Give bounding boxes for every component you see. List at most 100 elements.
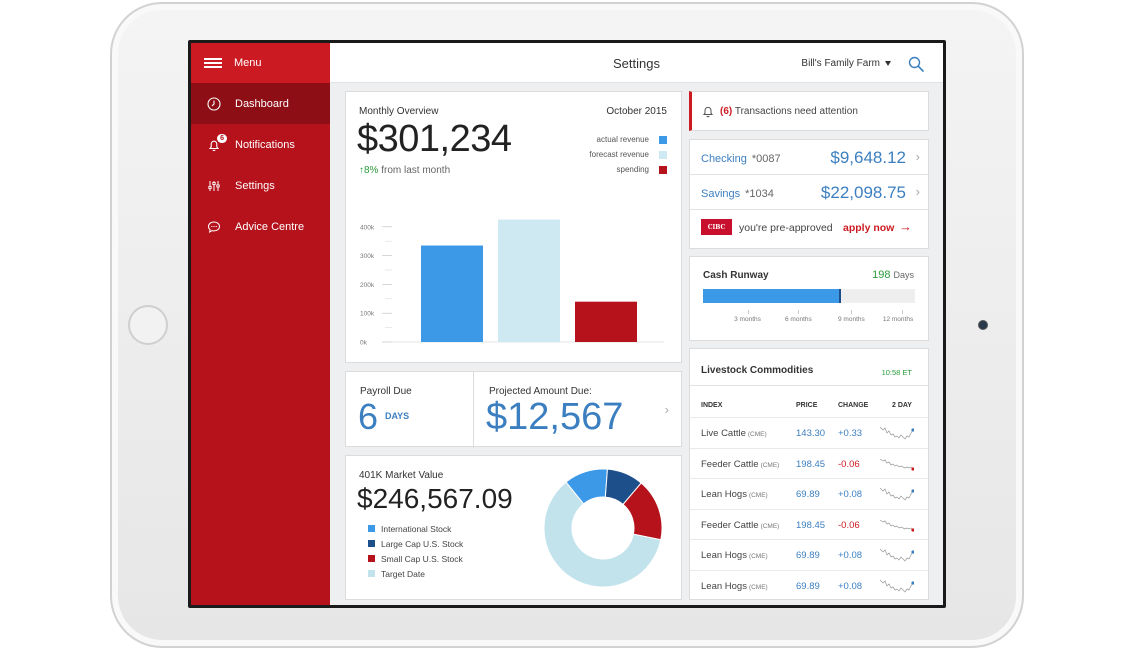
commodity-name: Lean Hogs (CME) — [701, 550, 768, 561]
livestock-title: Livestock Commodities — [701, 365, 814, 376]
sparkline — [880, 579, 914, 593]
retirement-card[interactable]: 401K Market Value $246,567.09 Internatio… — [345, 455, 682, 600]
cash-runway-card[interactable]: Cash Runway 198 Days 3 months 6 months 9 … — [689, 256, 929, 341]
alert-message: (6) Transactions need attention — [720, 106, 858, 117]
transactions-alert[interactable]: (6) Transactions need attention — [689, 91, 929, 131]
projected-label: Projected Amount Due: — [489, 386, 592, 397]
table-row[interactable]: Lean Hogs (CME) 69.89 +0.08 — [690, 478, 928, 508]
legend-item: forecast revenue — [589, 147, 667, 162]
monthly-overview-amount: $301,234 — [357, 118, 512, 160]
runway-tick-label: 6 months — [785, 316, 812, 323]
sidebar-item-notifications[interactable]: 6 Notifications — [191, 124, 330, 165]
caret-down-icon — [885, 61, 891, 66]
legend-item: Target Date — [368, 566, 463, 581]
apply-now-link[interactable]: apply now — [843, 222, 895, 234]
table-row[interactable]: Lean Hogs (CME) 69.89 +0.08 — [690, 569, 928, 600]
y-tick-label: 0k — [360, 340, 368, 347]
sidebar-item-dashboard[interactable]: Dashboard — [191, 83, 330, 124]
retirement-title: 401K Market Value — [359, 470, 444, 481]
arrow-right-icon: → — [899, 219, 912, 234]
sparkline-end-point — [911, 527, 914, 532]
account-selector[interactable]: Bill's Family Farm — [801, 58, 891, 69]
y-tick-label: 300k — [360, 253, 375, 260]
legend-swatch — [659, 165, 667, 174]
y-tick-label: 200k — [360, 282, 375, 289]
commodity-change: -0.06 — [838, 519, 860, 531]
commodity-name: Lean Hogs (CME) — [701, 489, 768, 500]
runway-unit: Days — [893, 270, 914, 280]
account-selector-label: Bill's Family Farm — [801, 58, 880, 69]
sparkline — [880, 458, 914, 471]
menu-label: Menu — [234, 57, 262, 69]
account-row-checking[interactable]: Checking *0087 $9,648.12 › — [690, 140, 928, 175]
legend-swatch — [368, 555, 375, 562]
bell-icon: 6 — [207, 133, 227, 152]
cash-runway-value: 198 Days — [872, 269, 914, 281]
commodity-price: 143.30 — [796, 428, 826, 439]
legend-swatch — [368, 525, 375, 532]
clock-icon — [207, 96, 221, 111]
camera-icon — [978, 320, 988, 330]
commodity-price: 69.89 — [796, 580, 820, 592]
search-icon[interactable] — [908, 56, 924, 72]
sidebar-item-label: Notifications — [235, 138, 295, 151]
alert-count: (6) — [720, 106, 733, 117]
account-row-savings[interactable]: Savings *1034 $22,098.75 › — [690, 175, 928, 210]
monthly-overview-date: October 2015 — [606, 106, 667, 117]
chevron-right-icon[interactable]: › — [664, 402, 669, 417]
exchange-label: (CME) — [760, 461, 780, 469]
alert-text: Transactions need attention — [734, 106, 858, 117]
account-balance: $9,648.12 — [830, 148, 906, 167]
preapproved-offer[interactable]: CIBC you're pre-approved apply now → — [690, 210, 928, 245]
bar-forecast-revenue — [498, 219, 560, 342]
chart-legend: actual revenue forecast revenue spending — [589, 132, 667, 177]
bar-spending — [575, 301, 637, 342]
legend-swatch — [368, 570, 375, 577]
projected-amount: $12,567 — [486, 396, 624, 438]
commodity-name: Live Cattle (CME) — [701, 428, 767, 439]
bell-icon — [703, 106, 713, 118]
table-header: INDEX PRICE CHANGE 2 DAY — [690, 385, 928, 417]
legend-item: spending — [589, 162, 667, 177]
table-row[interactable]: Lean Hogs (CME) 69.89 +0.08 — [690, 539, 928, 569]
column-header-change: CHANGE — [838, 402, 869, 409]
commodity-change: +0.33 — [838, 428, 863, 439]
table-row[interactable]: Live Cattle (CME) 143.30 +0.33 — [690, 417, 928, 447]
sliders-icon — [207, 179, 221, 193]
legend-label: Large Cap U.S. Stock — [381, 538, 464, 549]
donut-slice-target-date — [543, 481, 662, 588]
retirement-amount: $246,567.09 — [357, 483, 513, 514]
sidebar-item-settings[interactable]: Settings — [191, 165, 330, 206]
payroll-days-value: 6 — [358, 396, 379, 437]
legend-swatch — [659, 135, 667, 144]
legend-label: Small Cap U.S. Stock — [381, 553, 463, 564]
legend-item: actual revenue — [589, 132, 667, 147]
commodity-change: +0.08 — [838, 580, 863, 592]
account-balance: $22,098.75 — [820, 183, 906, 202]
table-row[interactable]: Feeder Cattle (CME) 198.45 -0.06 — [690, 508, 928, 539]
sidebar-item-label: Advice Centre — [235, 220, 305, 233]
sparkline — [880, 519, 914, 532]
legend-label: actual revenue — [596, 135, 649, 144]
table-row[interactable]: Feeder Cattle (CME) 198.45 -0.06 — [690, 447, 928, 478]
account-number: *0087 — [751, 153, 781, 165]
exchange-label: (CME) — [748, 492, 768, 499]
runway-tick-label: 12 months — [882, 316, 914, 323]
column-header-price: PRICE — [796, 402, 818, 409]
sparkline — [880, 548, 914, 562]
sidebar-item-label: Settings — [235, 179, 275, 192]
account-number: *1034 — [745, 188, 774, 200]
up-arrow-icon: ↑ — [359, 165, 364, 176]
sparkline — [880, 487, 914, 501]
payroll-card[interactable]: Payroll Due 6 DAYS Projected Amount Due:… — [345, 371, 682, 448]
exchange-label: (CME) — [747, 431, 767, 438]
monthly-overview-title: Monthly Overview — [359, 106, 439, 117]
monthly-overview-card[interactable]: Monthly Overview October 2015 $301,234 ↑… — [345, 91, 682, 363]
menu-button[interactable]: Menu — [191, 43, 330, 83]
bar-chart: 0k 100k 200k 300k 400k — [360, 219, 664, 347]
accounts-card: Checking *0087 $9,648.12 › Savings *1034 $… — [689, 139, 929, 249]
legend-item: Small Cap U.S. Stock — [368, 551, 463, 566]
sidebar: Menu Dashboard 6 Notifications Settin — [191, 43, 330, 605]
runway-tick-label: 3 months — [734, 316, 761, 323]
sidebar-item-advice-centre[interactable]: Advice Centre — [191, 206, 330, 247]
